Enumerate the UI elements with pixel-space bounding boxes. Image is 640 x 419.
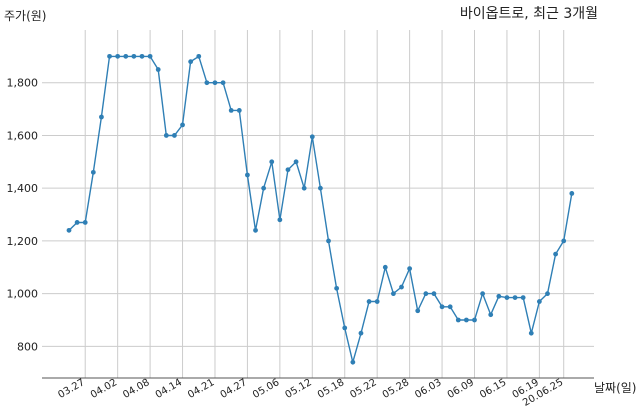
data-point [204,80,210,86]
x-axis-label: 날짜(일) [594,381,636,395]
data-point [488,312,494,318]
price-series [66,53,575,365]
data-point [269,159,275,165]
data-point [309,134,315,140]
data-point [447,304,453,310]
data-point [415,308,421,314]
data-point [472,317,477,323]
data-point [407,266,413,271]
data-point [326,238,331,244]
data-point [155,67,161,72]
data-point [569,191,575,196]
data-point [82,220,88,225]
x-tick-label: 04.14 [154,377,184,401]
y-tick-label: 1,000 [7,288,39,301]
data-point [90,169,96,175]
data-point [107,53,112,59]
data-point [423,291,429,297]
data-point [528,330,534,336]
data-point [496,293,502,299]
y-tick-label: 1,600 [7,129,39,142]
x-tick-label: 05.22 [348,377,378,401]
data-point [253,227,258,233]
data-point [115,53,121,59]
data-point [228,108,234,113]
data-point [350,359,356,365]
x-tick-label: 03.27 [56,377,86,401]
data-point [196,53,202,59]
x-tick-labels: 03.27 04.02 04.08 04.14 04.21 04.27 05.06 05.12… [56,377,565,409]
data-point [180,122,185,128]
data-point [545,291,550,297]
data-point [245,172,250,178]
data-point [358,330,364,336]
data-point [512,295,518,300]
data-point [374,299,380,304]
data-point [66,227,72,233]
data-point [334,285,340,291]
data-point [123,53,129,59]
data-point [212,80,218,86]
data-point [431,291,437,297]
x-tick-label: 06.09 [446,377,476,401]
y-tick-labels: 800 1,000 1,200 1,400 1,600 1,800 [7,77,39,354]
x-tick-label: 06.03 [413,377,443,401]
data-point [342,325,348,331]
data-point [293,159,299,165]
data-point [285,167,291,173]
x-tick-label: 04.08 [121,377,151,401]
data-point [391,291,396,297]
x-tick-label: 04.21 [186,377,216,401]
data-point [147,53,153,59]
data-point [261,185,267,191]
y-axis-label: 주가(원) [4,9,46,23]
data-point [131,53,137,59]
data-point [139,53,145,59]
grid-lines [42,30,594,378]
data-point [561,238,567,244]
data-point [277,217,283,223]
data-point [382,264,388,270]
chart-title: 바이옵트로, 최근 3개월 [460,6,598,22]
y-tick-label: 800 [17,340,38,353]
x-tick-label: 06.15 [478,377,508,401]
data-point [301,185,307,191]
data-point [439,304,445,310]
data-point [504,295,510,300]
data-point [520,295,526,300]
data-point [220,80,226,86]
data-point [163,133,169,138]
data-point [188,59,194,65]
data-point [172,133,177,138]
data-point [463,317,469,323]
y-tick-label: 1,800 [7,77,39,90]
x-tick-label: 05.28 [381,377,411,401]
x-tick-label: 05.06 [251,377,281,401]
data-point [366,299,372,304]
data-point [236,108,242,113]
x-tick-label: 04.02 [89,377,119,401]
x-tick-label: 05.18 [316,377,346,401]
y-tick-label: 1,200 [7,235,39,248]
data-point [455,317,461,323]
data-point [536,299,542,304]
data-point [480,291,486,297]
data-point [99,114,104,120]
data-point [553,251,558,257]
data-point [318,185,323,191]
x-tick-label: 05.12 [283,377,313,401]
series-line [68,55,573,365]
data-point [74,220,80,225]
data-point [399,284,404,290]
x-tick-label: 04.27 [219,377,249,401]
y-tick-label: 1,400 [7,182,39,195]
